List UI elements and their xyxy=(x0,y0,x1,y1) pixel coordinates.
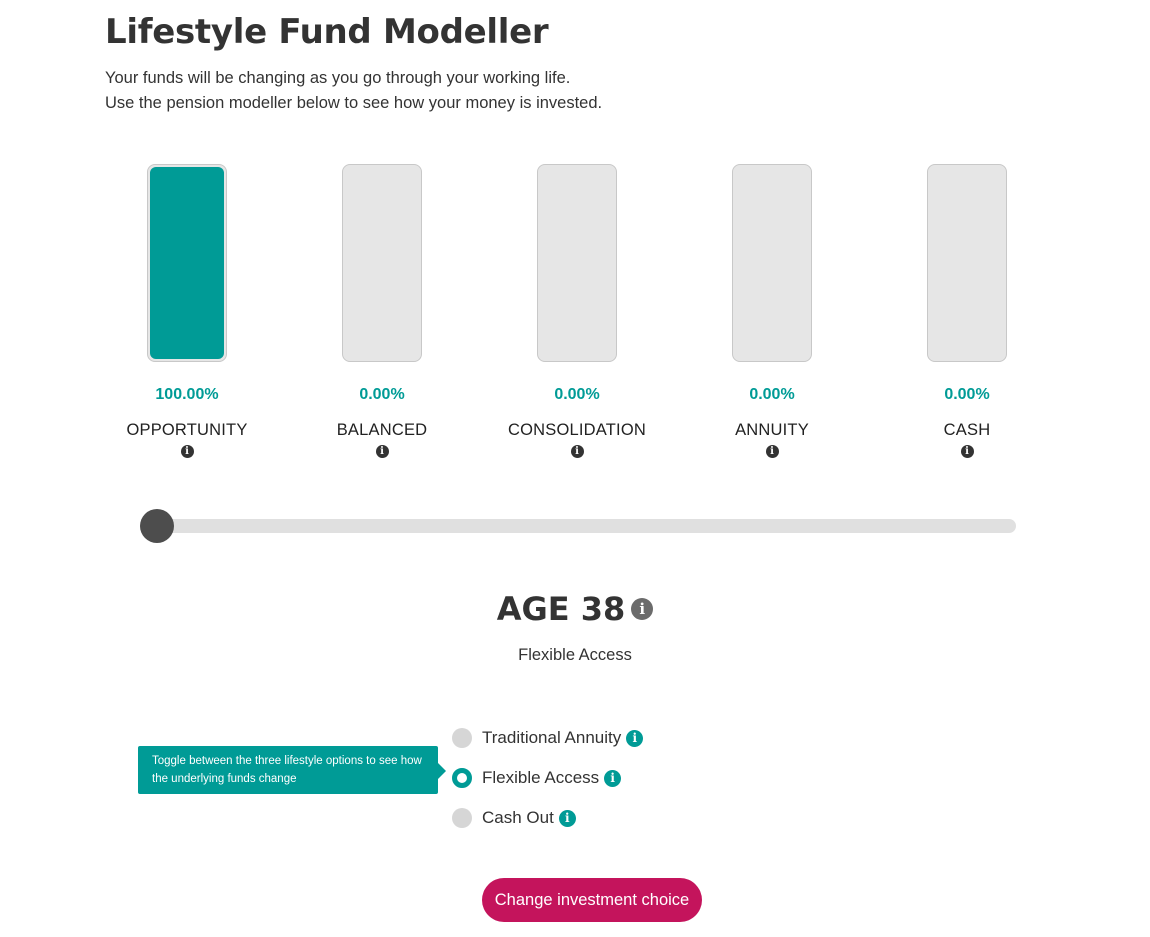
fund-column-cash: 0.00% CASH i xyxy=(887,164,1047,459)
age-heading: AGE 38 i xyxy=(0,590,1150,628)
fund-percentage: 0.00% xyxy=(554,386,600,403)
fund-name: OPPORTUNITY xyxy=(126,421,248,439)
age-slider-thumb[interactable] xyxy=(140,509,174,543)
fund-column-annuity: 0.00% ANNUITY i xyxy=(692,164,852,459)
fund-percentage: 0.00% xyxy=(359,386,405,403)
option-label[interactable]: Flexible Access xyxy=(482,768,600,787)
option-cash-out[interactable]: Cash Out i xyxy=(452,798,643,838)
fund-bar xyxy=(537,164,617,362)
radio-cash-out[interactable] xyxy=(452,808,472,828)
fund-name: BALANCED xyxy=(336,421,428,439)
intro-line-1: Your funds will be changing as you go th… xyxy=(105,69,571,87)
age-slider-track[interactable] xyxy=(140,509,1016,543)
fund-name: ANNUITY xyxy=(735,421,809,439)
radio-traditional-annuity[interactable] xyxy=(452,728,472,748)
fund-name: CONSOLIDATION xyxy=(508,421,646,439)
change-investment-choice-button[interactable]: Change investment choice xyxy=(482,878,702,922)
fund-bar xyxy=(147,164,227,362)
info-icon[interactable]: i xyxy=(626,729,644,747)
fund-percentage: 0.00% xyxy=(944,386,990,403)
fund-bar-fill xyxy=(150,167,224,359)
fund-bar xyxy=(342,164,422,362)
option-label[interactable]: Traditional Annuity xyxy=(482,728,622,747)
option-traditional-annuity[interactable]: Traditional Annuity i xyxy=(452,718,644,758)
option-label[interactable]: Cash Out xyxy=(482,808,554,827)
page-title: Lifestyle Fund Modeller xyxy=(105,12,549,52)
fund-percentage: 0.00% xyxy=(749,386,795,403)
age-subtitle: Flexible Access xyxy=(518,646,632,664)
fund-bar xyxy=(927,164,1007,362)
fund-column-opportunity: 100.00% OPPORTUNITY i xyxy=(107,164,267,459)
info-icon[interactable]: i xyxy=(960,445,974,458)
fund-column-balanced: 0.00% BALANCED i xyxy=(302,164,462,459)
info-icon[interactable]: i xyxy=(180,445,194,458)
info-icon[interactable]: i xyxy=(631,598,654,620)
fund-bar xyxy=(732,164,812,362)
option-flexible-access[interactable]: Flexible Access i xyxy=(452,758,643,798)
lifestyle-options: Traditional Annuity i Flexible Access i … xyxy=(452,718,644,838)
info-icon[interactable]: i xyxy=(604,769,622,787)
age-title: AGE 38 xyxy=(496,590,626,628)
intro-text: Your funds will be changing as you go th… xyxy=(105,66,602,116)
fund-column-consolidation: 0.00% CONSOLIDATION i xyxy=(497,164,657,459)
radio-flexible-access[interactable] xyxy=(452,768,472,788)
info-icon[interactable]: i xyxy=(375,445,389,458)
fund-name: CASH xyxy=(943,421,991,439)
info-icon[interactable]: i xyxy=(765,445,779,458)
info-icon[interactable]: i xyxy=(558,809,576,827)
toggle-tooltip: Toggle between the three lifestyle optio… xyxy=(138,746,446,794)
info-icon[interactable]: i xyxy=(570,445,584,458)
fund-percentage: 100.00% xyxy=(155,386,219,403)
intro-line-2: Use the pension modeller below to see ho… xyxy=(105,94,603,112)
